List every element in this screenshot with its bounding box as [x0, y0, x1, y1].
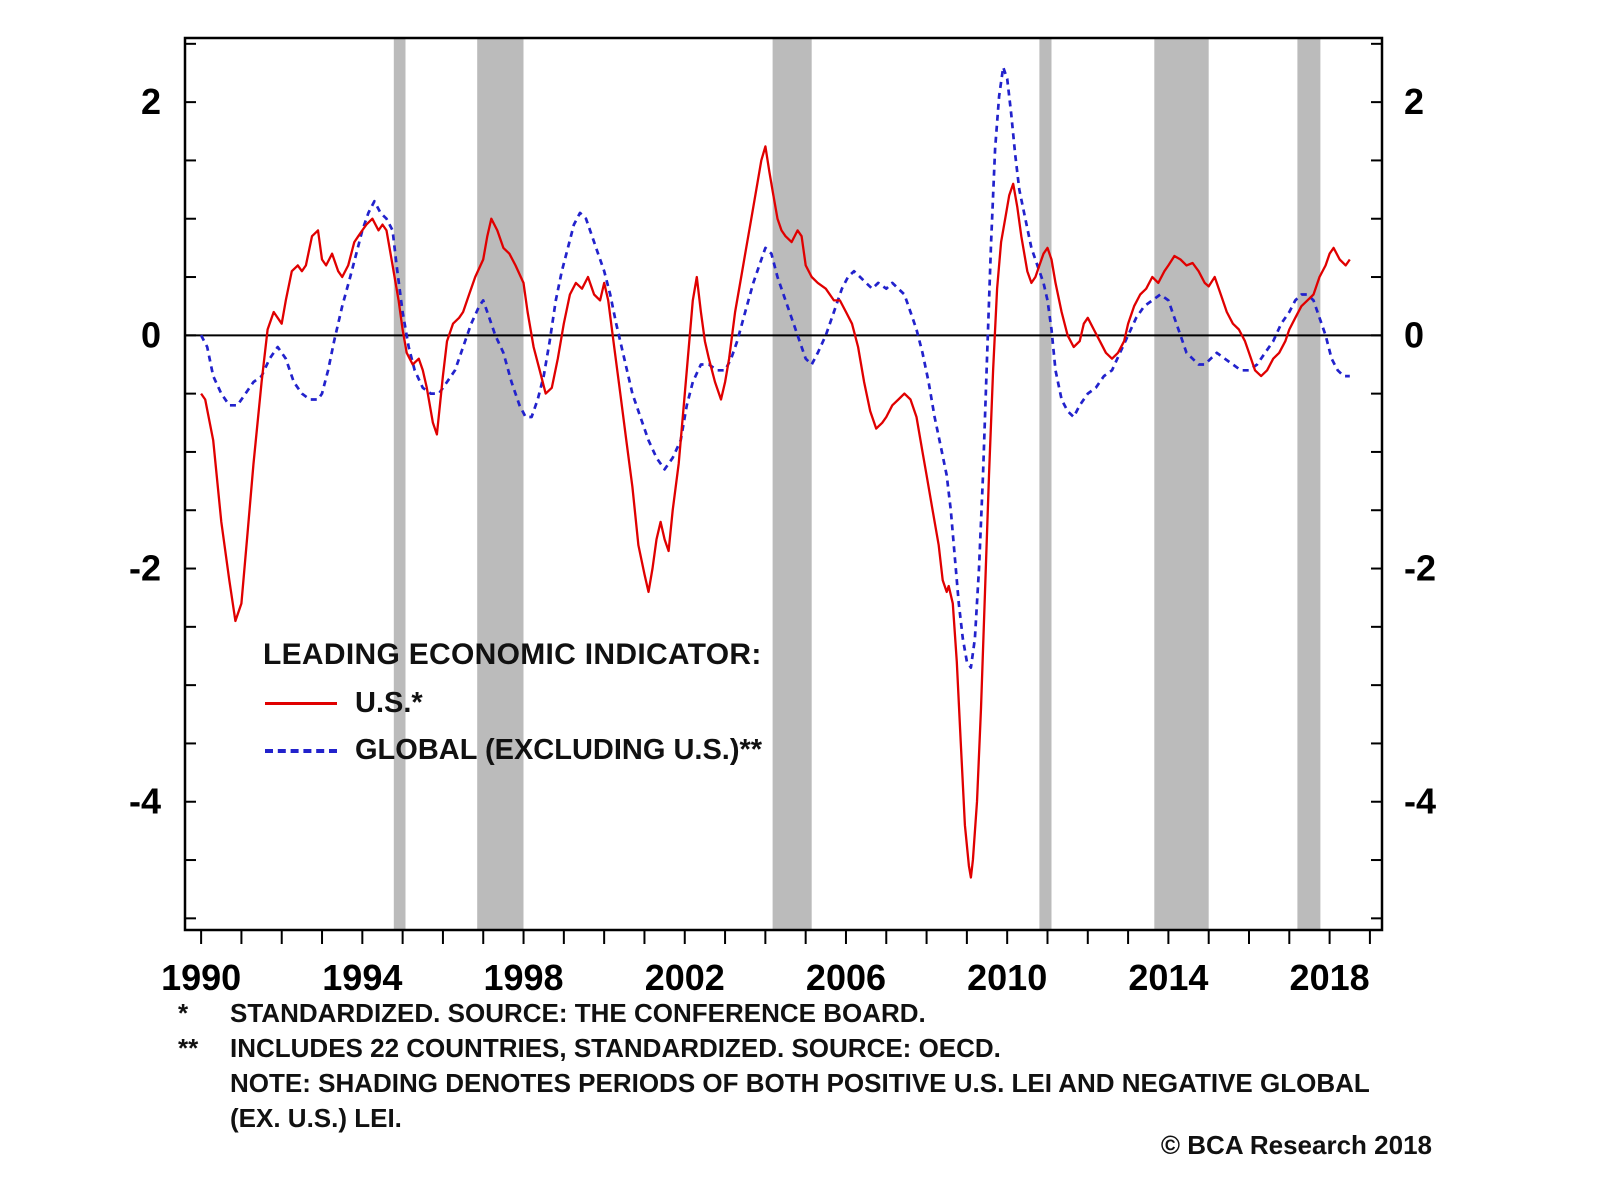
footnote-marker: *: [178, 998, 189, 1028]
shaded-band: [1297, 38, 1321, 930]
x-axis-label: 1998: [483, 957, 563, 998]
y-axis-label-left: -2: [129, 548, 161, 589]
x-axis-label: 2014: [1128, 957, 1208, 998]
footnote-row: ** INCLUDES 22 COUNTRIES, STANDARDIZED. …: [178, 1031, 1370, 1066]
y-axis-label-left: 2: [141, 81, 161, 122]
footnote-row: (EX. U.S.) LEI.: [178, 1101, 1370, 1136]
y-axis-label-left: -4: [129, 781, 161, 822]
shaded-band: [477, 38, 524, 930]
x-axis-label: 1994: [322, 957, 402, 998]
x-axis-label: 2002: [645, 957, 725, 998]
footnote-marker: [178, 1066, 230, 1101]
legend-label-us: U.S.*: [355, 687, 423, 719]
shaded-band: [772, 38, 812, 930]
copyright: © BCA Research 2018: [1160, 1130, 1432, 1160]
x-axis-label: 2018: [1290, 957, 1370, 998]
legend-item-global: GLOBAL (EXCLUDING U.S.)**: [263, 727, 762, 774]
legend-item-us: U.S.*: [263, 680, 762, 727]
y-axis-label-right: 0: [1404, 314, 1424, 355]
y-axis-label-right: -4: [1404, 781, 1436, 822]
us-line-sample: [265, 702, 337, 705]
legend-label-global: GLOBAL (EXCLUDING U.S.)**: [355, 734, 763, 766]
shaded-band: [1039, 38, 1052, 930]
x-axis-label: 2006: [806, 957, 886, 998]
x-axis-label: 2010: [967, 957, 1047, 998]
y-axis-label-right: -2: [1404, 548, 1436, 589]
footnotes: * STANDARDIZED. SOURCE: THE CONFERENCE B…: [178, 996, 1370, 1136]
footnote-text: (EX. U.S.) LEI.: [230, 1103, 402, 1133]
footnote-marker: [178, 1101, 230, 1136]
y-axis-label-right: 2: [1404, 81, 1424, 122]
y-axis-label-left: 0: [141, 314, 161, 355]
footnote-text: INCLUDES 22 COUNTRIES, STANDARDIZED. SOU…: [230, 1033, 1001, 1063]
footnote-marker: **: [178, 1033, 199, 1063]
footnote-row: NOTE: SHADING DENOTES PERIODS OF BOTH PO…: [178, 1066, 1370, 1101]
us-lei-line: [200, 145, 1351, 879]
shaded-band: [1154, 38, 1209, 930]
plot-border: [183, 36, 1384, 932]
global-line-sample: [265, 748, 337, 753]
global-lei-line: [199, 65, 1350, 669]
footnote-text: NOTE: SHADING DENOTES PERIODS OF BOTH PO…: [230, 1068, 1370, 1098]
footnote-row: * STANDARDIZED. SOURCE: THE CONFERENCE B…: [178, 996, 1370, 1031]
legend-title: LEADING ECONOMIC INDICATOR:: [263, 638, 762, 671]
x-axis-label: 1990: [161, 957, 241, 998]
shaded-band: [393, 38, 406, 930]
legend: LEADING ECONOMIC INDICATOR: U.S.* GLOBAL…: [263, 638, 762, 774]
footnote-text: STANDARDIZED. SOURCE: THE CONFERENCE BOA…: [230, 998, 926, 1028]
